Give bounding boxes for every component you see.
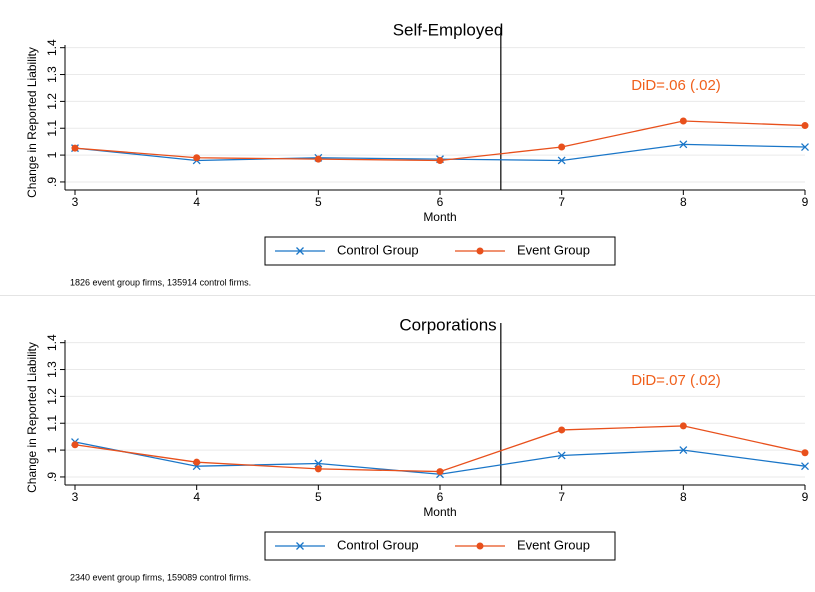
point xyxy=(558,143,566,151)
point xyxy=(801,449,809,457)
point xyxy=(314,465,322,473)
note: 2340 event group firms, 159089 control f… xyxy=(70,572,251,582)
legend-label: Control Group xyxy=(337,242,419,257)
x-tick-label: 7 xyxy=(558,195,565,209)
legend-label: Event Group xyxy=(517,242,590,257)
x-axis-label: Month xyxy=(423,505,456,519)
x-tick-label: 9 xyxy=(802,490,809,504)
y-tick-label: 1.1 xyxy=(45,120,59,137)
x-tick-label: 4 xyxy=(193,195,200,209)
point xyxy=(314,459,323,468)
y-tick-label: 1.3 xyxy=(45,66,59,83)
x-tick-label: 5 xyxy=(315,490,322,504)
point xyxy=(558,426,566,434)
x-tick-label: 8 xyxy=(680,195,687,209)
x-tick-label: 3 xyxy=(72,490,79,504)
point xyxy=(801,462,809,471)
point xyxy=(679,422,687,430)
note: 1826 event group firms, 135914 control f… xyxy=(70,277,251,287)
x-tick-label: 6 xyxy=(437,490,444,504)
chart-title: Corporations xyxy=(399,315,496,334)
legend-marker xyxy=(296,247,304,255)
y-tick-label: 1.4 xyxy=(45,334,59,351)
legend-marker xyxy=(476,542,484,550)
y-tick-label: .9 xyxy=(45,177,59,187)
annotation: DiD=.06 (.02) xyxy=(631,77,721,94)
point xyxy=(679,446,688,455)
x-tick-label: 3 xyxy=(72,195,79,209)
x-tick-label: 4 xyxy=(193,490,200,504)
y-tick-label: 1 xyxy=(45,446,59,453)
point xyxy=(314,155,322,163)
x-tick-label: 6 xyxy=(437,195,444,209)
legend-marker xyxy=(296,542,304,550)
y-tick-label: .9 xyxy=(45,472,59,482)
y-tick-label: 1 xyxy=(45,151,59,158)
point xyxy=(71,144,79,152)
y-axis-label: Change in Reported Liability xyxy=(25,47,39,198)
point xyxy=(557,451,566,460)
point xyxy=(679,140,688,149)
legend-label: Control Group xyxy=(337,537,419,552)
point xyxy=(801,122,809,130)
point xyxy=(557,156,566,165)
y-tick-label: 1.2 xyxy=(45,388,59,405)
point xyxy=(71,441,79,449)
x-tick-label: 5 xyxy=(315,195,322,209)
legend-label: Event Group xyxy=(517,537,590,552)
legend-box xyxy=(264,236,616,266)
chart-title: Self-Employed xyxy=(393,20,504,39)
point xyxy=(436,468,444,476)
x-axis-label: Month xyxy=(423,210,456,224)
y-axis-label: Change in Reported Liability xyxy=(25,342,39,493)
y-tick-label: 1.2 xyxy=(45,93,59,110)
x-tick-label: 9 xyxy=(802,195,809,209)
point xyxy=(436,156,444,164)
legend-marker xyxy=(476,247,484,255)
y-tick-label: 1.3 xyxy=(45,361,59,378)
y-tick-label: 1.1 xyxy=(45,415,59,432)
x-tick-label: 7 xyxy=(558,490,565,504)
x-tick-label: 8 xyxy=(680,490,687,504)
point xyxy=(801,143,809,151)
point xyxy=(193,458,201,466)
point xyxy=(679,117,687,125)
point xyxy=(193,154,201,162)
y-tick-label: 1.4 xyxy=(45,39,59,56)
annotation: DiD=.07 (.02) xyxy=(631,372,721,389)
